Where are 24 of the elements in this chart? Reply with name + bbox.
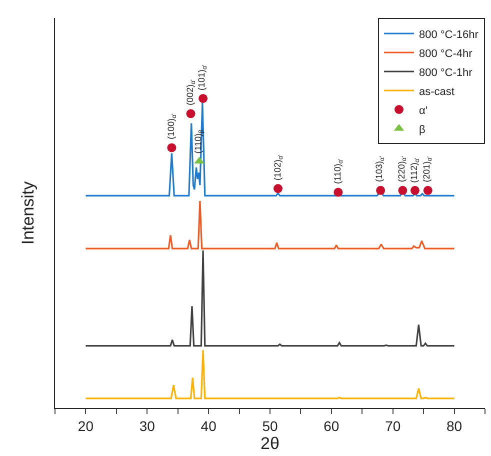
legend-label: 800 °C-16hr <box>419 28 479 41</box>
y-axis-title: Intensity <box>18 180 38 245</box>
x-tick-label: 60 <box>324 418 340 434</box>
legend-label: α' <box>419 104 428 117</box>
point <box>410 186 420 195</box>
point <box>198 94 208 103</box>
x-tick-label: 50 <box>262 418 278 434</box>
x-tick-label: 30 <box>139 418 156 434</box>
x-tick-label: 40 <box>200 418 217 434</box>
point <box>423 186 432 195</box>
point <box>334 188 343 197</box>
point <box>167 143 176 152</box>
x-tick-label: 80 <box>446 418 462 434</box>
x-tick-label: 70 <box>385 418 401 434</box>
legend-label: 800 °C-4hr <box>419 48 473 60</box>
legend-label: 800 °C-1hr <box>419 66 473 79</box>
point <box>273 184 282 194</box>
point <box>376 186 386 195</box>
point <box>186 109 196 118</box>
legend-label: β <box>419 124 426 136</box>
x-axis-title: 2θ <box>260 434 280 454</box>
point <box>398 186 408 195</box>
x-tick-label: 20 <box>78 418 94 434</box>
legend-label: as-cast <box>419 86 454 98</box>
